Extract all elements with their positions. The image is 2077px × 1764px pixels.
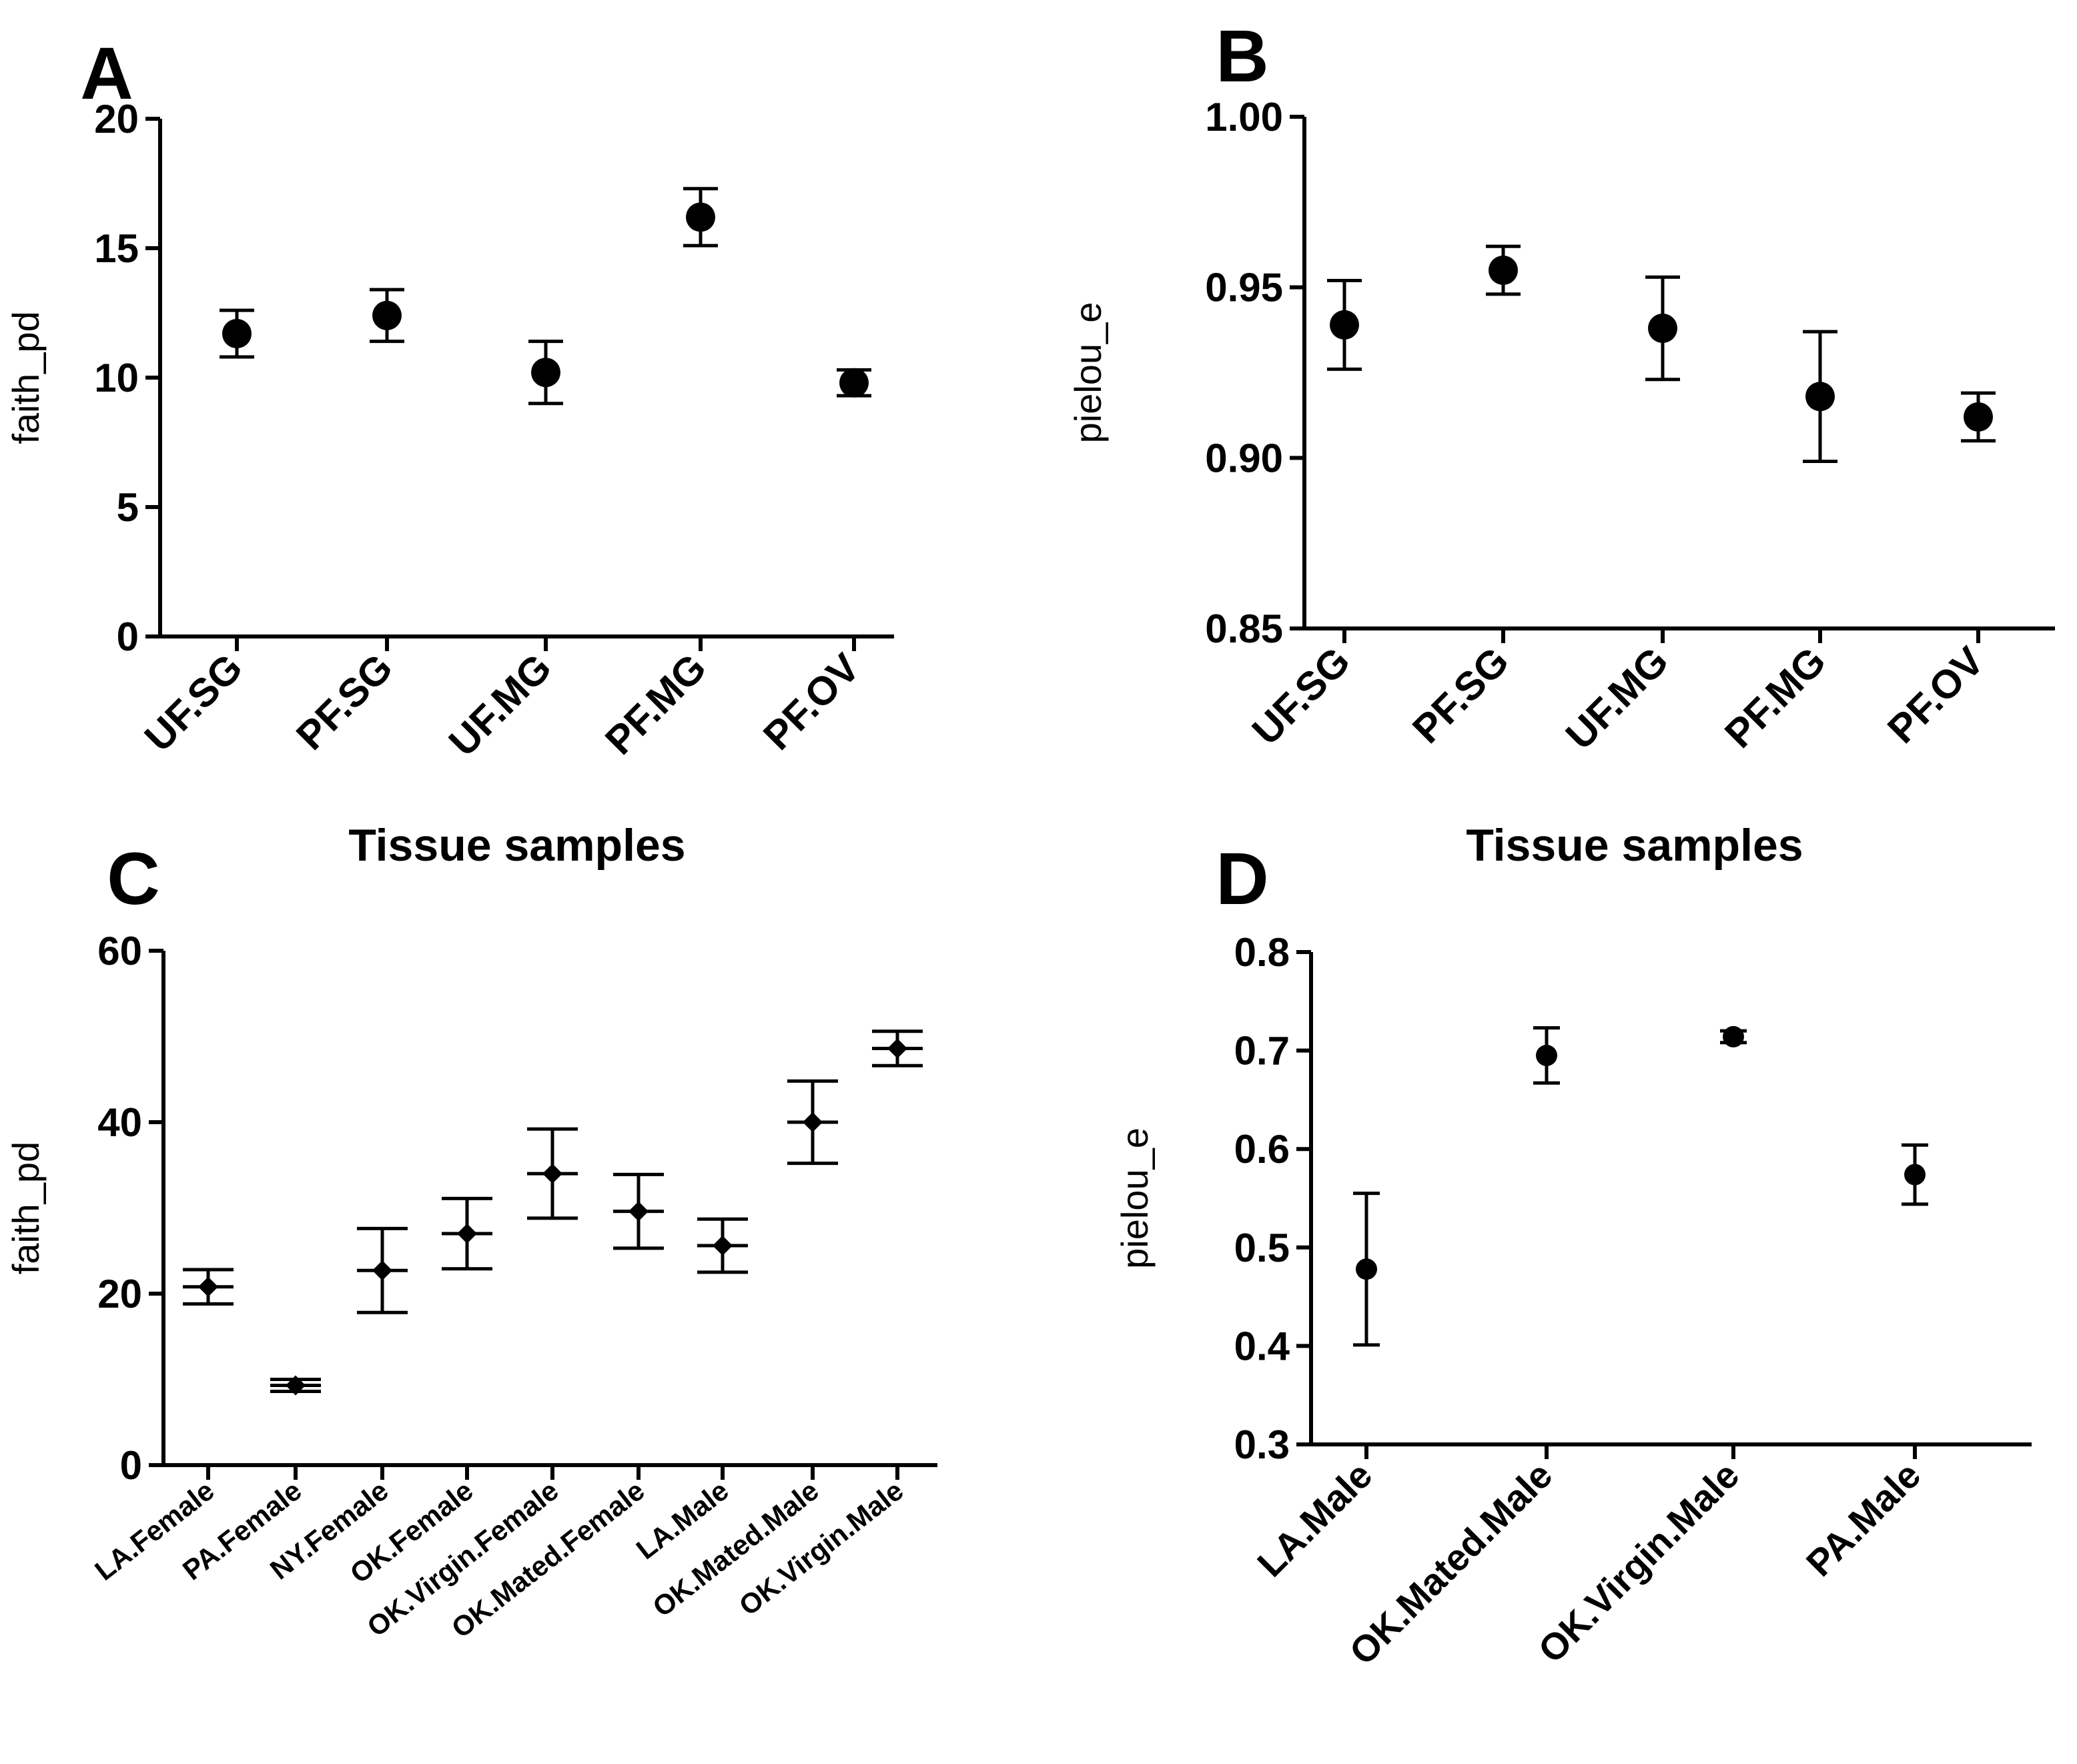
panel-c-data-point bbox=[887, 1038, 907, 1059]
panel-b-data-point bbox=[1964, 402, 1993, 432]
panel-a-data-point bbox=[372, 300, 402, 330]
panel-c-y-axis-title: faith_pd bbox=[5, 1142, 47, 1274]
panel-a-y-axis-title: faith_pd bbox=[5, 311, 47, 444]
panel-a-data-point bbox=[531, 358, 560, 388]
panel-b-y-axis-title: pielou_e bbox=[1067, 302, 1109, 444]
panel-b-letter: B bbox=[1216, 15, 1268, 97]
panel-b-data-point bbox=[1489, 256, 1518, 286]
panel-a-x-tick-label: PF.MG bbox=[596, 645, 715, 763]
panel-b-y-tick-label: 0.90 bbox=[1205, 436, 1283, 480]
panel-d-data-point bbox=[1356, 1258, 1377, 1280]
panel-b-y-tick-label: 0.95 bbox=[1205, 266, 1283, 310]
panel-b: B 0.85 0.90 0.95 1.00 pielou_e Tissue samples U… bbox=[1067, 15, 2055, 871]
panel-c-data-point bbox=[542, 1164, 562, 1184]
panel-a-x-tick-label: PF.OV bbox=[755, 645, 868, 759]
panel-a-letter: A bbox=[80, 33, 133, 115]
panel-a-x-tick-label: UF.SG bbox=[136, 645, 251, 760]
panel-d-data-point bbox=[1904, 1164, 1926, 1186]
panel-b-data-point bbox=[1330, 310, 1359, 340]
panel-d-x-tick-label: LA.Male bbox=[1249, 1454, 1380, 1585]
panel-d-y-tick-label: 0.5 bbox=[1234, 1226, 1290, 1270]
panel-d-y-tick-label: 0.8 bbox=[1234, 930, 1290, 975]
panel-b-x-tick-label: PF.MG bbox=[1716, 638, 1834, 757]
panel-d-y-tick-label: 0.6 bbox=[1234, 1127, 1290, 1172]
panel-a-y-tick-label: 15 bbox=[94, 226, 139, 271]
panel-b-x-tick-label: PF.SG bbox=[1404, 638, 1517, 752]
panel-a: A 0 5 10 15 20 faith_pd Tissue samples UF.SG PF.S… bbox=[5, 33, 894, 871]
panel-a-y-tick-label: 10 bbox=[94, 356, 139, 400]
panel-a-data-point bbox=[839, 368, 869, 398]
panel-b-x-tick-label: UF.MG bbox=[1557, 638, 1677, 758]
panel-d-x-tick-label: OK.Virgin.Male bbox=[1530, 1454, 1747, 1671]
panel-d-y-tick-label: 0.3 bbox=[1234, 1422, 1290, 1467]
panel-a-y-tick-label: 20 bbox=[94, 97, 139, 141]
panel-b-data-point bbox=[1648, 314, 1677, 344]
panel-c-letter: C bbox=[107, 838, 159, 920]
panel-d-y-axis-title: pielou_e bbox=[1114, 1128, 1156, 1269]
panel-c-data-point bbox=[803, 1112, 823, 1132]
panel-b-x-tick-label: PF.OV bbox=[1879, 638, 1992, 752]
panel-a-y-tick-label: 0 bbox=[117, 614, 139, 659]
panel-c-y-tick-label: 40 bbox=[97, 1100, 142, 1145]
panel-c-data-point bbox=[629, 1201, 649, 1222]
panel-a-data-point bbox=[686, 202, 715, 232]
panel-c: C0204060faith_pdLA.FemalePA.FemaleNY.Fem… bbox=[5, 838, 937, 1644]
panel-c-data-point bbox=[286, 1375, 306, 1396]
panel-c-data-point bbox=[372, 1260, 392, 1281]
panel-a-y-tick-label: 5 bbox=[117, 485, 139, 530]
panel-b-data-point bbox=[1805, 382, 1835, 412]
panel-c-data-point bbox=[457, 1224, 477, 1244]
panel-b-y-tick-label: 0.85 bbox=[1205, 606, 1283, 651]
panel-c-y-tick-label: 60 bbox=[97, 929, 142, 973]
panel-a-x-axis-title: Tissue samples bbox=[348, 820, 685, 871]
panel-c-y-tick-label: 0 bbox=[120, 1443, 142, 1488]
panel-d-x-tick-label: PA.Male bbox=[1798, 1454, 1929, 1585]
panel-c-data-point bbox=[713, 1236, 733, 1256]
panel-b-x-axis-title: Tissue samples bbox=[1466, 820, 1803, 871]
panel-a-x-tick-label: UF.MG bbox=[440, 645, 560, 765]
panel-d: D0.30.40.50.60.70.8pielou_eLA.MaleOK.Mat… bbox=[1114, 838, 2032, 1673]
panel-a-x-tick-label: PF.SG bbox=[288, 645, 401, 759]
panel-b-x-tick-label: UF.SG bbox=[1244, 638, 1358, 753]
panel-d-data-point bbox=[1723, 1025, 1744, 1047]
panel-b-y-tick-label: 1.00 bbox=[1205, 95, 1283, 139]
panel-c-data-point bbox=[198, 1276, 218, 1297]
panel-c-y-tick-label: 20 bbox=[97, 1272, 142, 1316]
panel-a-data-point bbox=[222, 319, 252, 349]
panel-d-y-tick-label: 0.7 bbox=[1234, 1029, 1290, 1073]
panel-d-data-point bbox=[1536, 1044, 1557, 1066]
panel-d-letter: D bbox=[1216, 838, 1268, 920]
panel-d-y-tick-label: 0.4 bbox=[1234, 1324, 1290, 1368]
